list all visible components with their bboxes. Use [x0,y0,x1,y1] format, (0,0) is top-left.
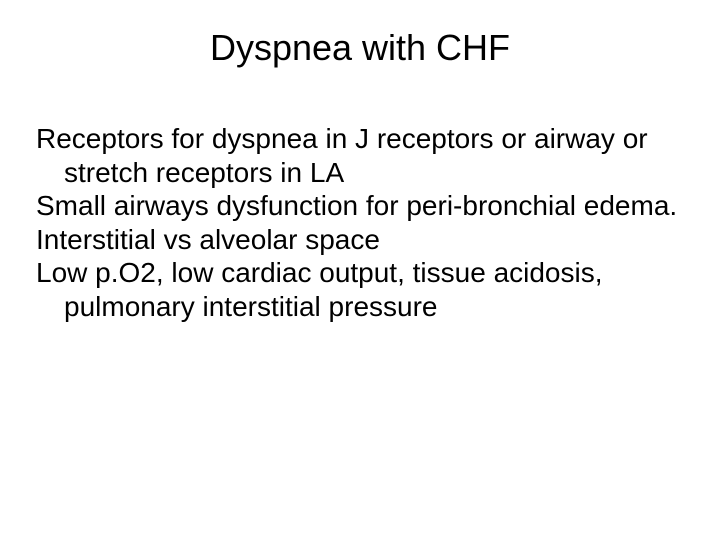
body-paragraph: Low p.O2, low cardiac output, tissue aci… [36,256,684,323]
body-paragraph: Interstitial vs alveolar space [36,223,684,257]
slide-body: Receptors for dyspnea in J receptors or … [36,122,684,324]
slide-title: Dyspnea with CHF [0,26,720,69]
body-paragraph: Small airways dysfunction for peri-bronc… [36,189,684,223]
body-paragraph: Receptors for dyspnea in J receptors or … [36,122,684,189]
slide: Dyspnea with CHF Receptors for dyspnea i… [0,0,720,540]
